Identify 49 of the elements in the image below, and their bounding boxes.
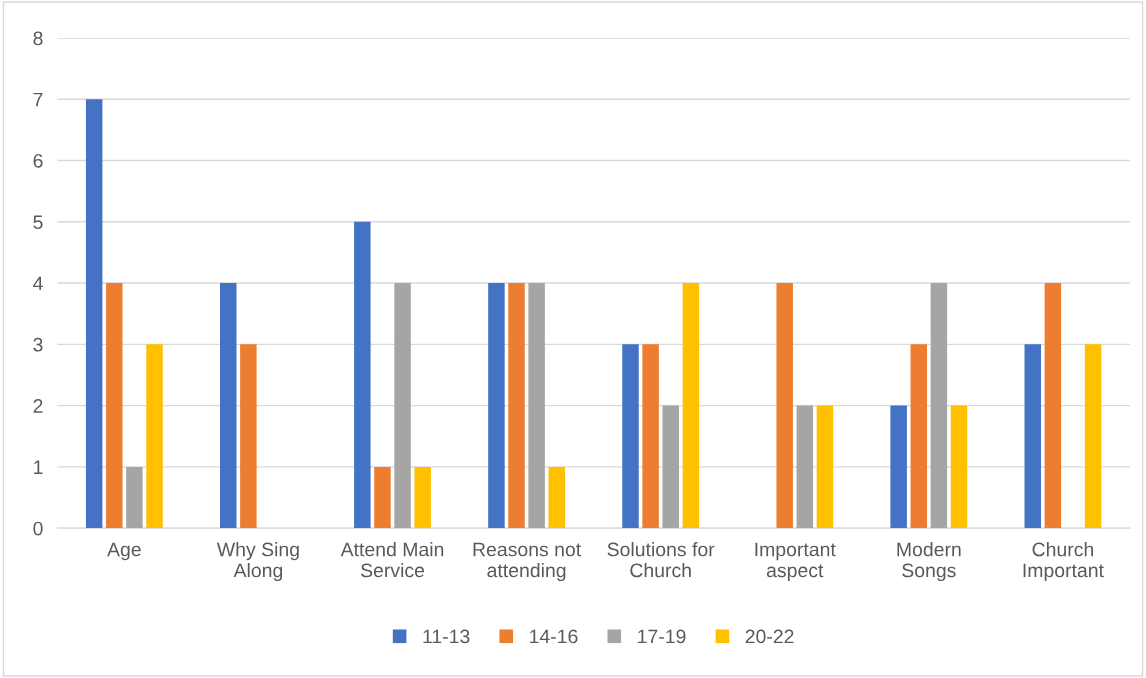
- bar: [642, 344, 659, 529]
- bar: [240, 344, 257, 529]
- x-tick-label: Attend Main Service: [340, 542, 444, 578]
- bar: [890, 405, 907, 529]
- y-tick-label: 5: [33, 215, 43, 230]
- bar: [816, 405, 834, 529]
- bar: [796, 405, 814, 529]
- bar: [1024, 344, 1041, 529]
- bar: [950, 405, 968, 529]
- bar: [106, 283, 123, 529]
- bar: [488, 283, 505, 529]
- bar: [776, 283, 793, 529]
- bar: [508, 283, 525, 529]
- legend-label: 14-16: [530, 629, 578, 644]
- y-tick-label: 3: [33, 337, 43, 352]
- y-tick-label: 1: [34, 460, 43, 474]
- bar: [220, 283, 237, 529]
- legend-label: 20-22: [745, 629, 794, 644]
- x-tick-label: Important aspect: [755, 542, 836, 582]
- legend-label: 17-19: [638, 629, 686, 644]
- y-tick-label: 4: [33, 276, 43, 291]
- x-tick-label: Solutions for Church: [607, 542, 715, 578]
- bar: [146, 344, 163, 529]
- bar: [414, 466, 431, 529]
- x-tick-label: Church Important: [1023, 542, 1104, 582]
- x-tick-label: Modern Songs: [897, 542, 961, 582]
- bar: [126, 466, 143, 529]
- x-tick-label: Why Sing Along: [216, 542, 299, 582]
- x-tick-label: Reasons not attending: [473, 542, 582, 582]
- y-tick-label: 7: [33, 92, 43, 107]
- legend-label: 11-13: [423, 629, 470, 644]
- bar: [682, 283, 700, 529]
- bar: [1084, 344, 1102, 529]
- bar: [354, 221, 371, 529]
- bar: [662, 405, 679, 529]
- x-tick-label: Age: [107, 542, 141, 561]
- bar: [85, 99, 103, 529]
- bar: [910, 344, 928, 529]
- bar: [930, 283, 948, 529]
- y-tick-label: 0: [33, 521, 43, 536]
- bar: [394, 283, 411, 529]
- bar: [374, 466, 391, 529]
- y-tick-label: 6: [33, 153, 43, 168]
- bar: [1044, 283, 1062, 529]
- bar: [622, 344, 639, 529]
- bar: [548, 466, 565, 529]
- bar: [528, 283, 545, 529]
- y-tick-label: 2: [33, 399, 43, 413]
- y-tick-label: 8: [33, 31, 43, 46]
